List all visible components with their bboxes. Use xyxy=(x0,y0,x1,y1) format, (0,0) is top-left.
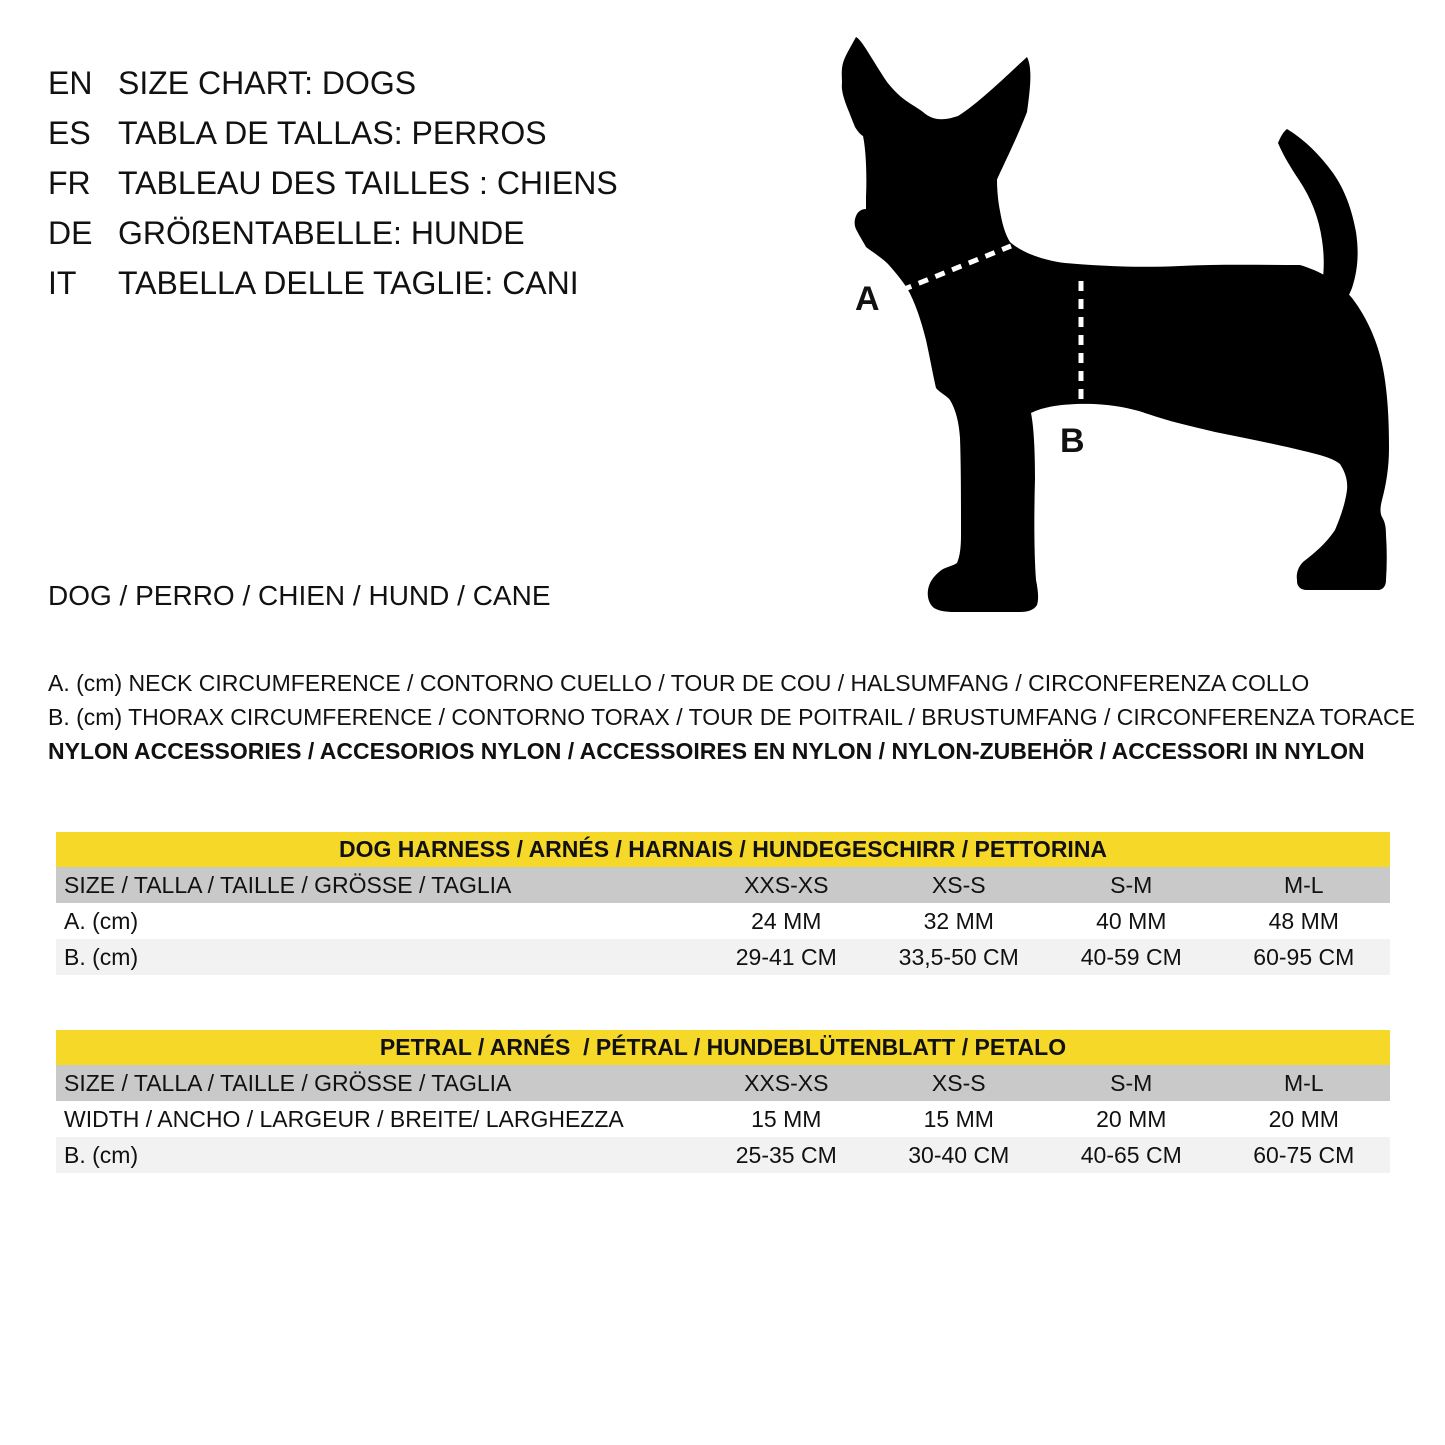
svg-text:A: A xyxy=(855,280,880,318)
svg-text:B: B xyxy=(1060,422,1085,460)
